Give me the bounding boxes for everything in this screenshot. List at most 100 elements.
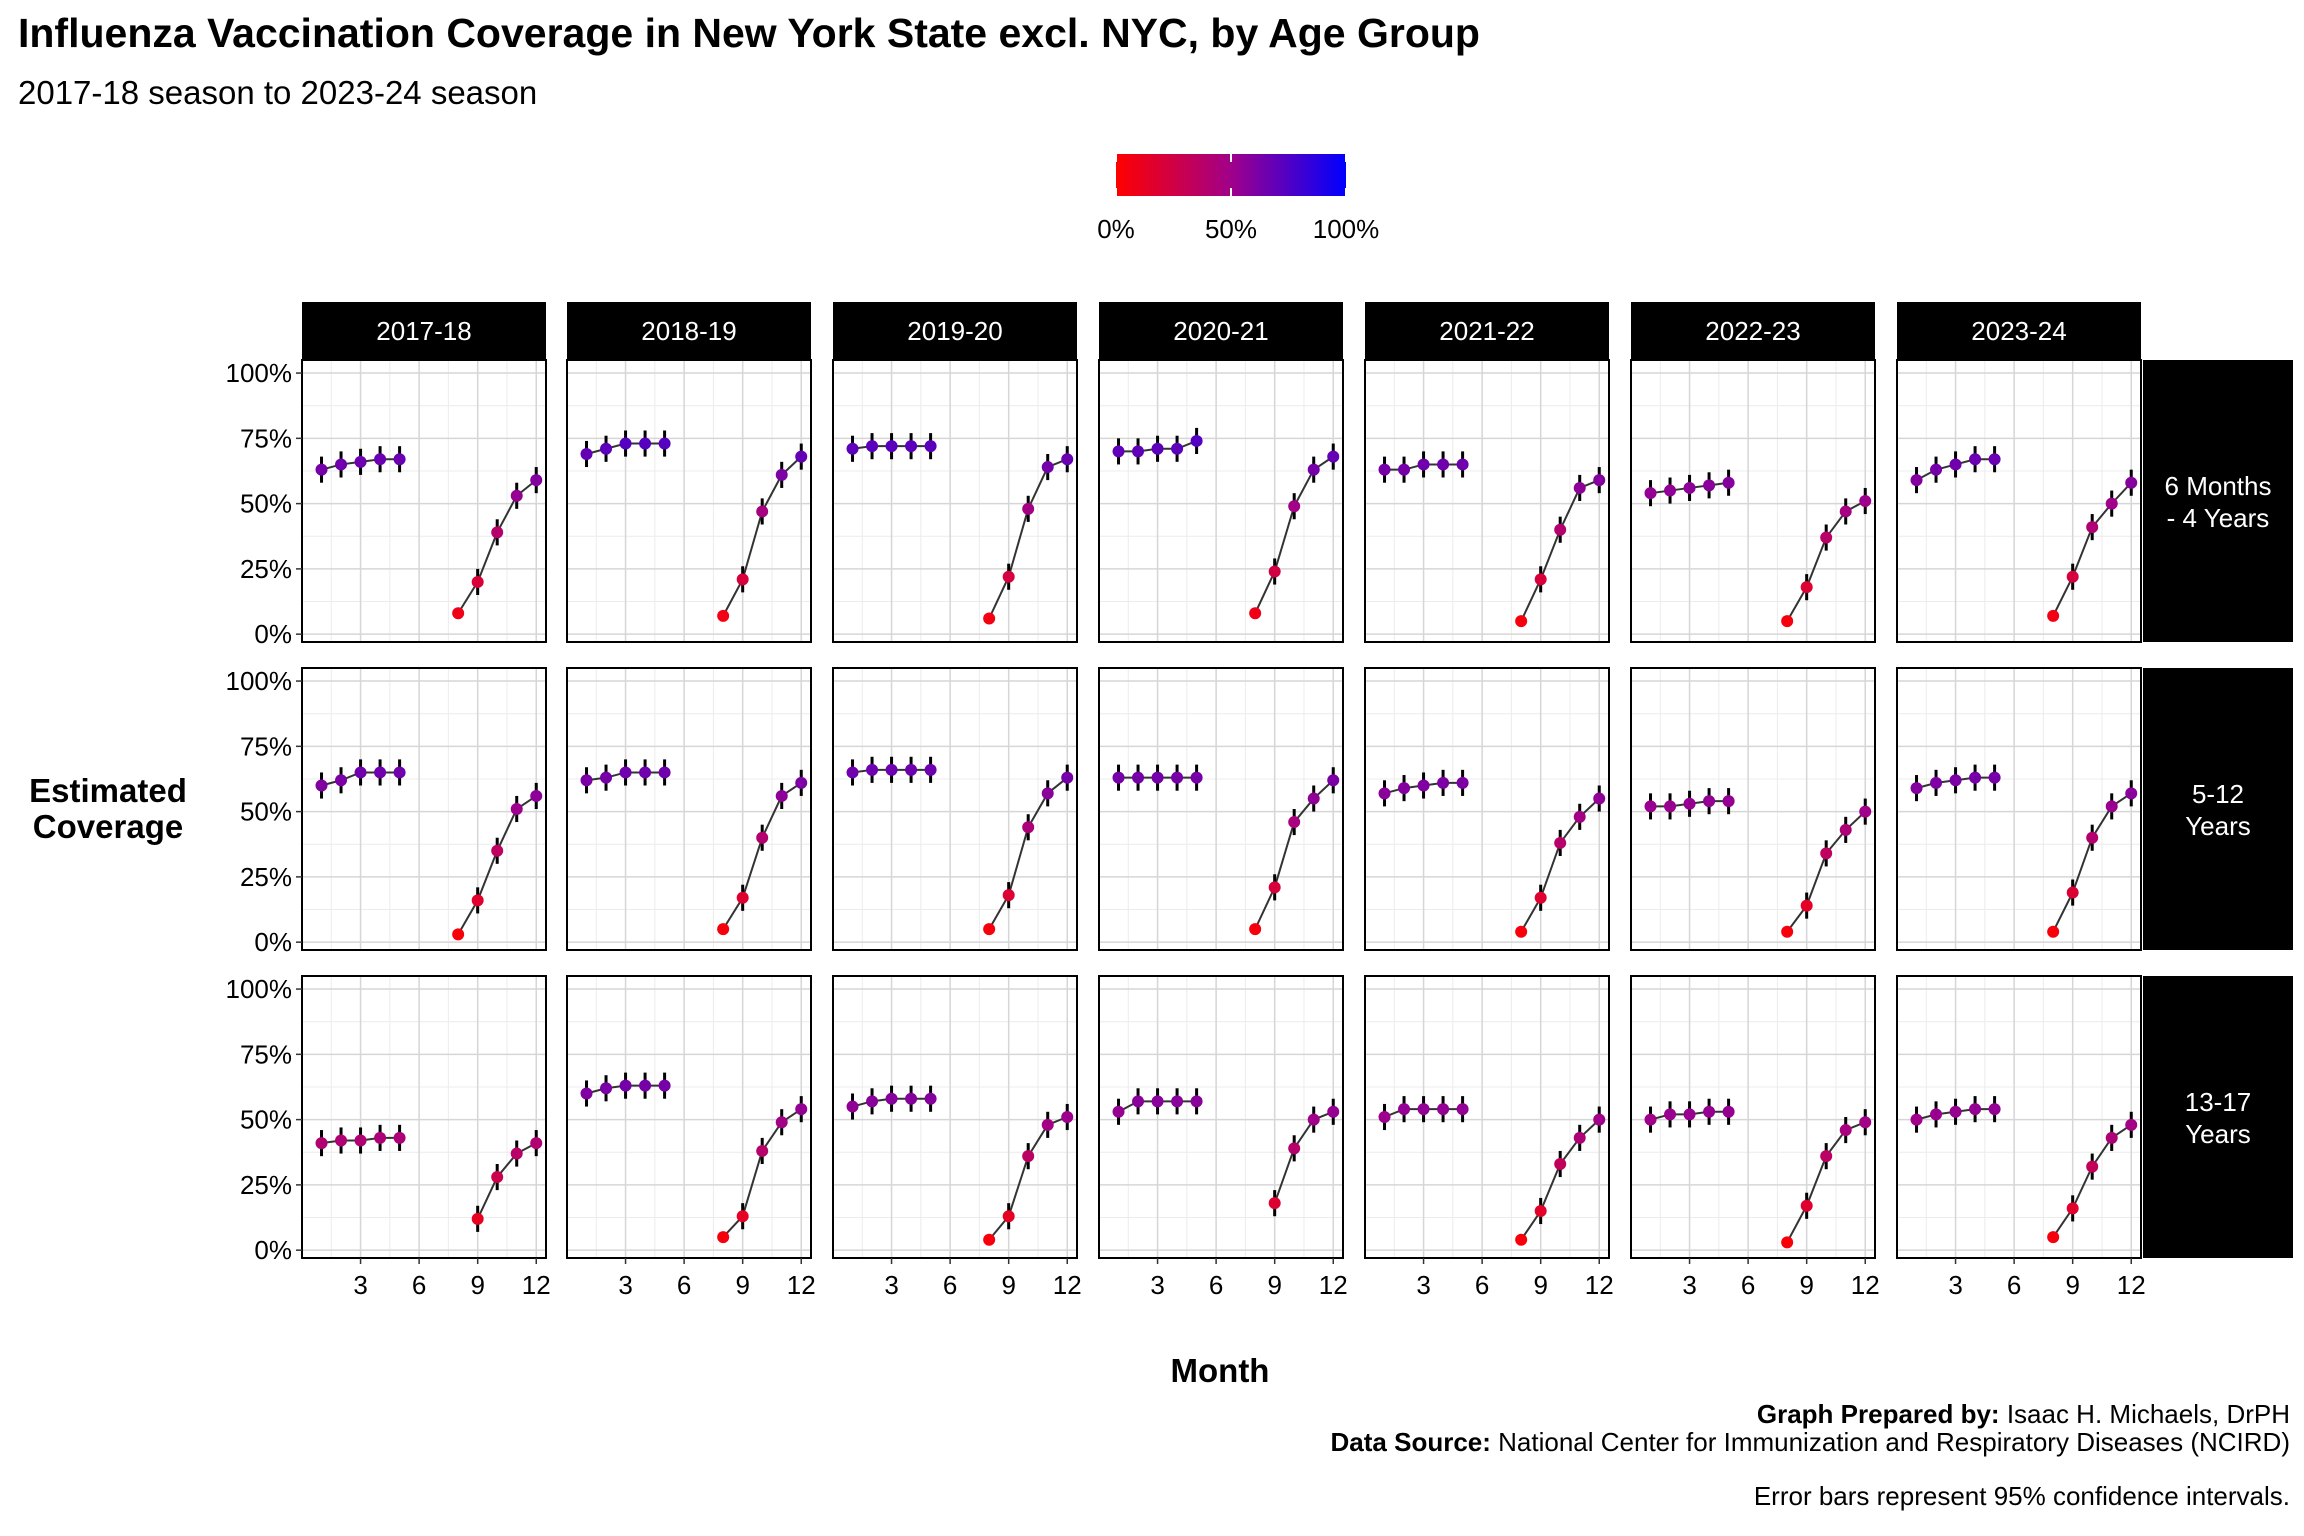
x-tick-label: 12 bbox=[522, 1270, 551, 1300]
facet-panel bbox=[832, 667, 1078, 951]
data-point bbox=[1534, 573, 1547, 586]
panel-border bbox=[832, 667, 1078, 951]
x-tick-label: 9 bbox=[1533, 1270, 1547, 1300]
panel-border bbox=[1098, 975, 1344, 1259]
data-point bbox=[580, 774, 593, 787]
data-point bbox=[1859, 495, 1872, 507]
data-point bbox=[580, 448, 593, 460]
data-point bbox=[756, 831, 769, 844]
data-point bbox=[2066, 1202, 2079, 1215]
data-point bbox=[619, 766, 632, 779]
data-point bbox=[1061, 453, 1074, 466]
facet-panel bbox=[566, 667, 812, 951]
x-tick-label: 6 bbox=[412, 1270, 426, 1300]
panel-background bbox=[833, 668, 1077, 950]
data-point bbox=[1683, 481, 1696, 494]
x-tick-label: 6 bbox=[1475, 1270, 1489, 1300]
data-point bbox=[1378, 1111, 1391, 1123]
data-point bbox=[510, 803, 523, 815]
data-point bbox=[1930, 463, 1943, 476]
x-tick-label: 3 bbox=[1150, 1270, 1164, 1300]
data-point bbox=[1534, 1205, 1547, 1217]
facet-panel bbox=[1896, 359, 2142, 643]
data-point bbox=[885, 440, 898, 453]
data-point bbox=[1781, 1236, 1794, 1249]
data-point bbox=[510, 1147, 523, 1160]
y-tick-label: 50% bbox=[240, 489, 292, 519]
data-point bbox=[1132, 771, 1145, 784]
data-point bbox=[335, 458, 348, 471]
facet-panel bbox=[832, 359, 1078, 643]
data-point bbox=[1820, 1150, 1833, 1163]
data-point bbox=[924, 440, 937, 453]
data-point bbox=[795, 1103, 808, 1116]
data-point bbox=[1515, 925, 1528, 938]
x-tick-label: 12 bbox=[2117, 1270, 2146, 1300]
data-source-value: National Center for Immunization and Res… bbox=[1490, 1427, 2290, 1457]
data-point bbox=[1703, 479, 1716, 492]
panel-background bbox=[1099, 360, 1343, 642]
data-point bbox=[2125, 1118, 2138, 1131]
x-tick-label: 6 bbox=[677, 1270, 691, 1300]
data-point bbox=[600, 442, 613, 455]
facet-panel: 3 6 9 12 bbox=[1896, 975, 2146, 1300]
data-point bbox=[1910, 1113, 1923, 1126]
panel-background bbox=[1897, 668, 2141, 950]
panel-border bbox=[832, 359, 1078, 643]
data-point bbox=[315, 463, 328, 476]
panel-border bbox=[1896, 667, 2142, 951]
panel-background bbox=[1897, 360, 2141, 642]
data-point bbox=[756, 1144, 769, 1157]
data-point bbox=[1378, 787, 1391, 800]
data-point bbox=[1988, 1103, 2001, 1116]
footer: Graph Prepared by: Isaac H. Michaels, Dr… bbox=[1331, 1400, 2290, 1510]
data-point bbox=[1593, 792, 1606, 805]
panel-border bbox=[1896, 975, 2142, 1259]
data-point bbox=[1112, 1105, 1125, 1118]
data-point bbox=[2066, 570, 2079, 583]
error-bar-note: Error bars represent 95% confidence inte… bbox=[1753, 1481, 2290, 1511]
prepared-by-value: Isaac H. Michaels, DrPH bbox=[1999, 1399, 2290, 1429]
data-point bbox=[1554, 836, 1567, 849]
data-point bbox=[1022, 502, 1035, 515]
x-tick-label: 9 bbox=[470, 1270, 484, 1300]
data-point bbox=[530, 789, 543, 802]
data-point bbox=[600, 771, 613, 784]
data-point bbox=[1664, 1108, 1677, 1121]
data-point bbox=[885, 763, 898, 776]
data-point bbox=[1112, 445, 1125, 458]
data-point bbox=[775, 789, 788, 802]
data-point bbox=[2047, 1231, 2060, 1244]
data-point bbox=[1398, 463, 1411, 476]
data-point bbox=[1112, 771, 1125, 784]
color-legend: 0% 50% 100% bbox=[1097, 154, 1379, 244]
panel-background bbox=[567, 976, 811, 1258]
data-point bbox=[1151, 442, 1164, 455]
strip-age-group bbox=[2143, 360, 2293, 642]
data-point bbox=[924, 1092, 937, 1105]
data-point bbox=[1593, 474, 1606, 487]
panel-border bbox=[832, 975, 1078, 1259]
data-point bbox=[1268, 881, 1281, 894]
data-point bbox=[354, 1134, 367, 1147]
data-point bbox=[775, 1116, 788, 1129]
late-season-line bbox=[1273, 1110, 1334, 1204]
data-point bbox=[452, 607, 465, 620]
x-tick-label: 3 bbox=[1416, 1270, 1430, 1300]
data-point bbox=[1949, 1105, 1962, 1118]
data-point bbox=[374, 766, 387, 779]
strip-season bbox=[1365, 302, 1609, 360]
facet-panel: 0% 25% 50% 75% 100% 3 6 9 12 bbox=[226, 974, 551, 1300]
data-point bbox=[736, 891, 749, 904]
y-tick-label: 25% bbox=[240, 1170, 292, 1200]
data-point bbox=[471, 894, 484, 907]
strip-season-label: 2019-20 bbox=[907, 316, 1002, 346]
data-point bbox=[1190, 771, 1203, 784]
data-point bbox=[905, 1092, 918, 1105]
strip-season bbox=[1631, 302, 1875, 360]
data-point bbox=[885, 1092, 898, 1105]
y-tick-label: 50% bbox=[240, 1105, 292, 1135]
x-tick-label: 3 bbox=[618, 1270, 632, 1300]
panel-background bbox=[302, 668, 546, 950]
data-point bbox=[1249, 607, 1262, 620]
